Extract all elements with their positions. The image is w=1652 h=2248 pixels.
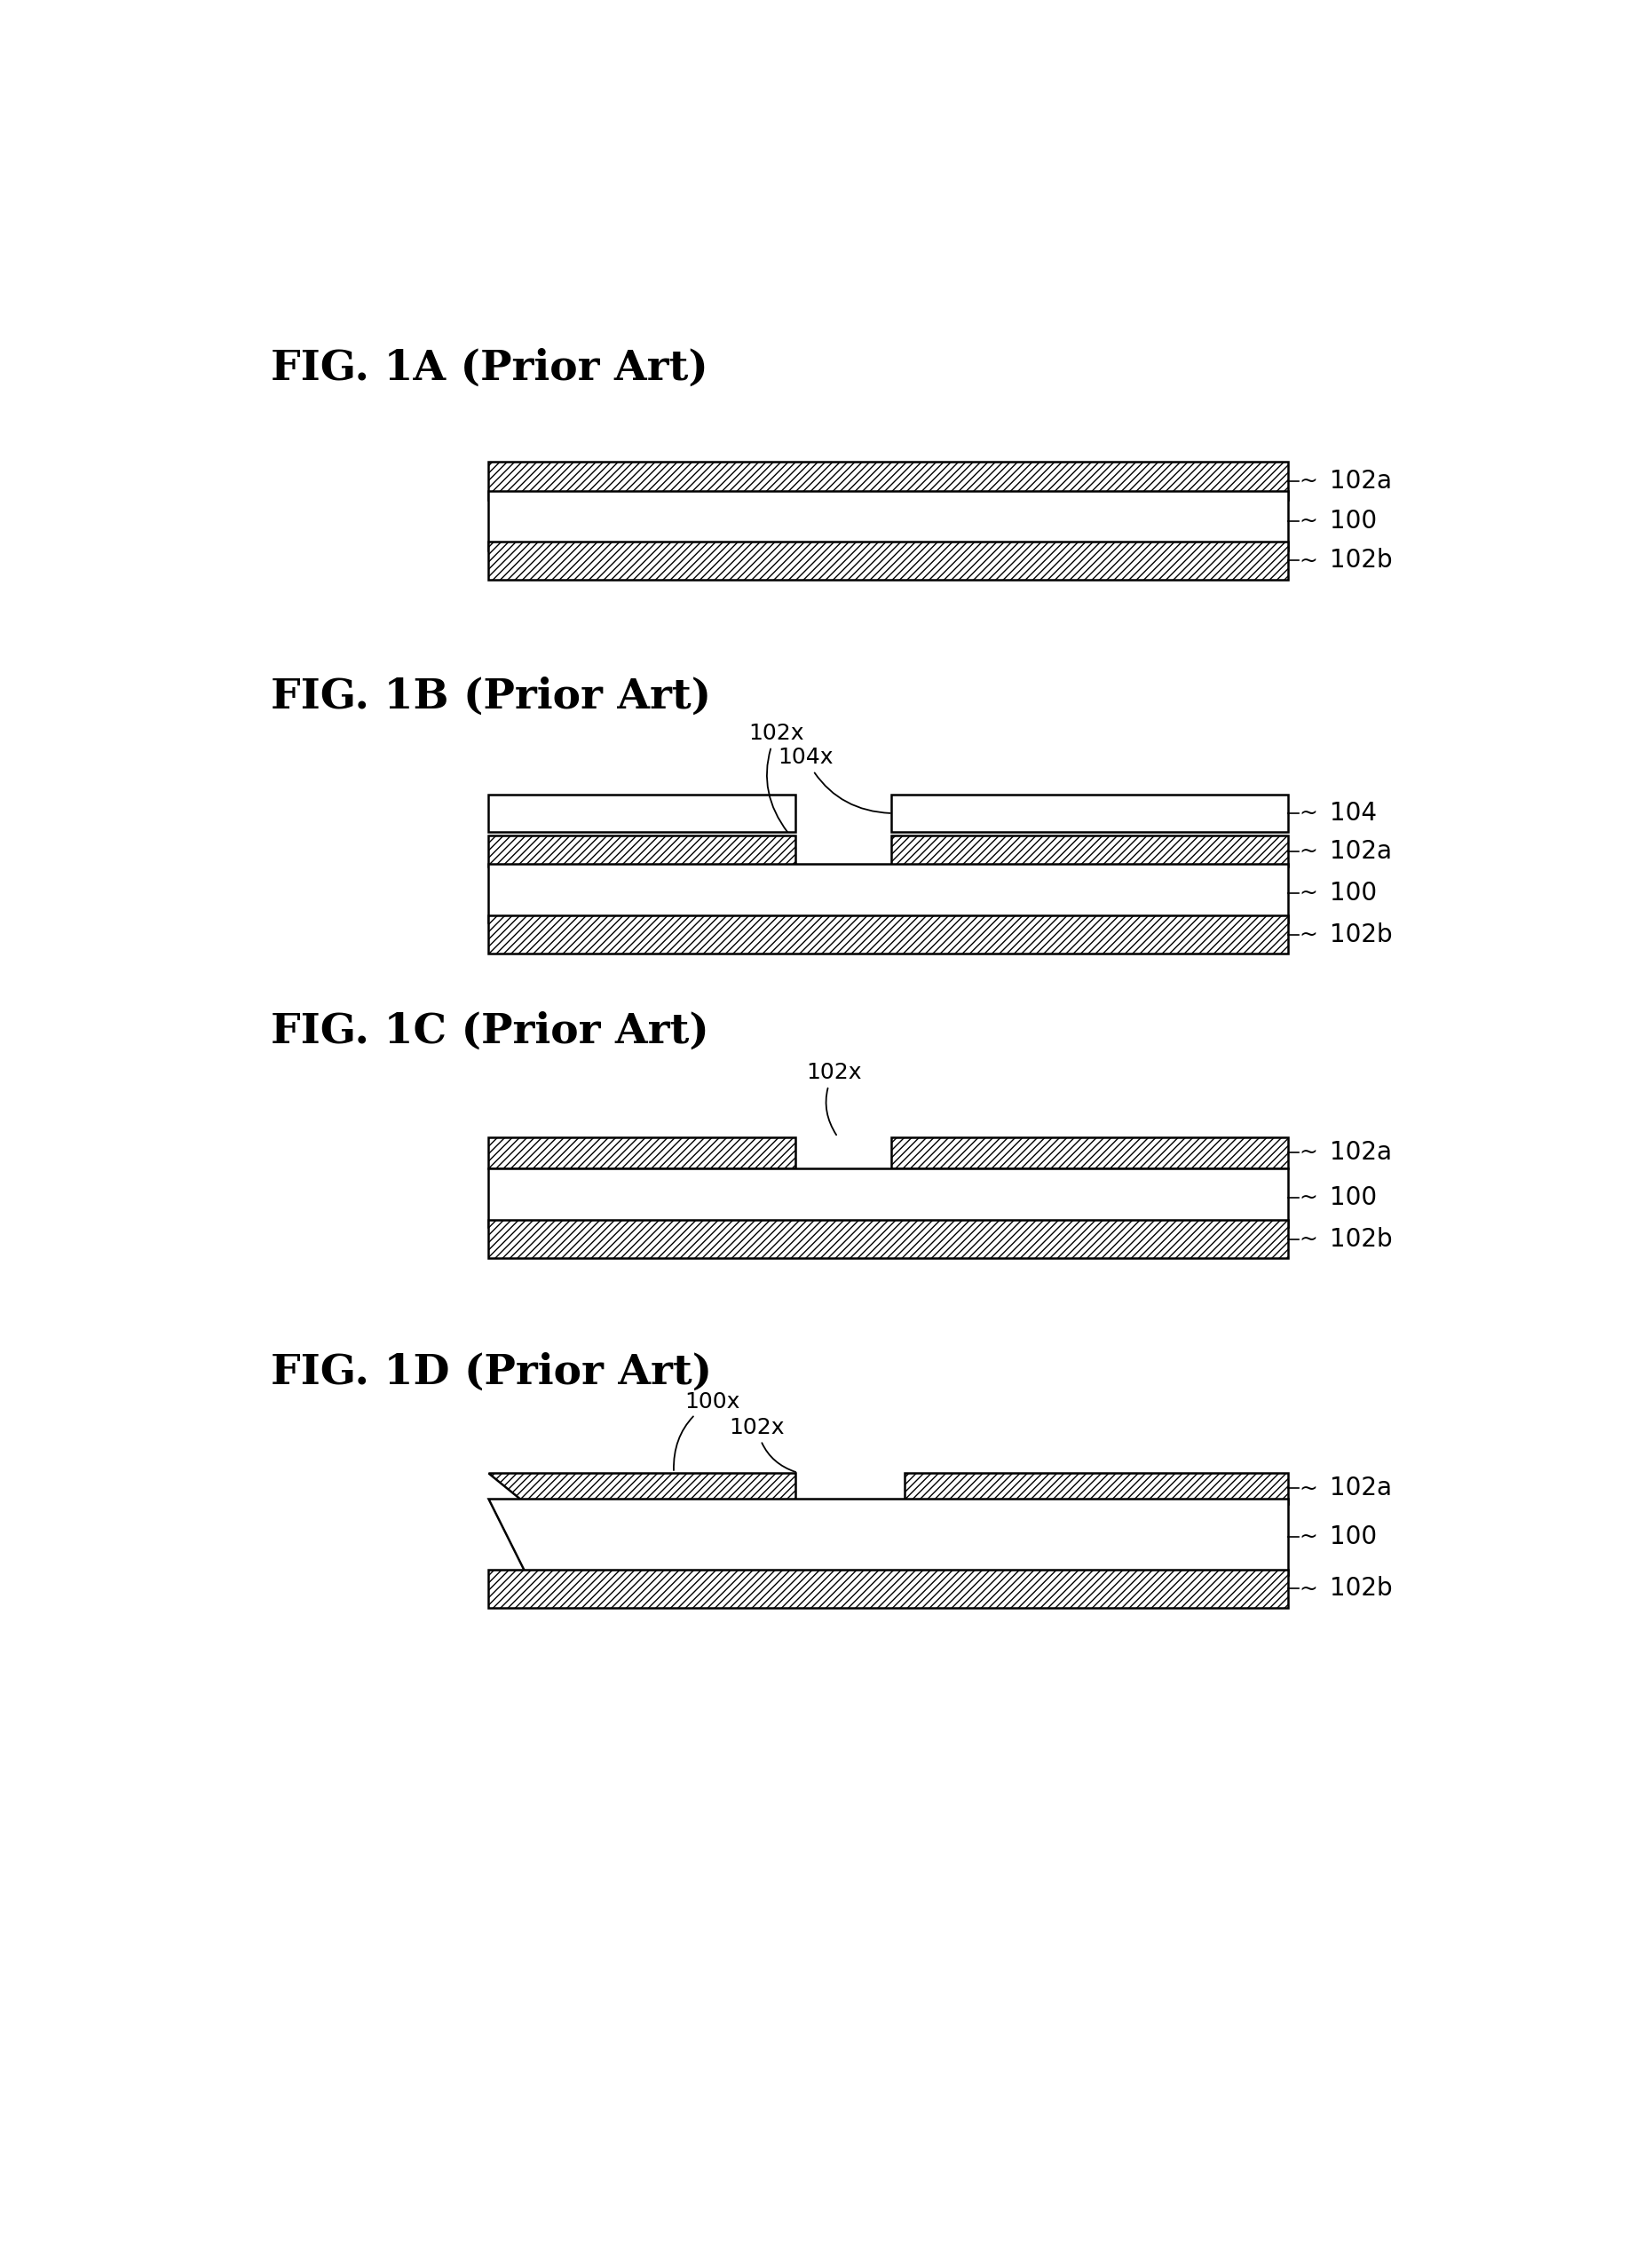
Text: ~: ~ (1298, 510, 1317, 531)
Text: 100: 100 (1330, 881, 1376, 906)
Text: 102a: 102a (1330, 839, 1391, 863)
Bar (892, 1137, 1289, 1169)
Text: FIG. 1B (Prior Art): FIG. 1B (Prior Art) (271, 677, 710, 717)
Bar (489, 492, 1289, 551)
Bar (489, 836, 796, 868)
Text: 102a: 102a (1330, 1140, 1391, 1164)
Text: ~: ~ (1298, 841, 1317, 861)
Text: ~: ~ (1298, 551, 1317, 571)
Text: ~: ~ (1298, 1526, 1317, 1547)
Text: 102a: 102a (1330, 1477, 1391, 1502)
Text: 102x: 102x (748, 724, 805, 832)
Bar (489, 915, 1289, 953)
Bar (489, 1569, 1289, 1607)
Text: 100: 100 (1330, 508, 1376, 533)
Text: ~: ~ (1298, 470, 1317, 492)
Bar (489, 461, 1289, 499)
Text: ~: ~ (1298, 1227, 1317, 1250)
Bar (892, 836, 1289, 868)
Bar (489, 863, 1289, 922)
Text: 102a: 102a (1330, 468, 1391, 492)
Text: FIG. 1A (Prior Art): FIG. 1A (Prior Art) (271, 348, 709, 389)
Text: ~: ~ (1298, 1187, 1317, 1207)
Text: 104x: 104x (778, 746, 890, 814)
Text: ~: ~ (1298, 924, 1317, 944)
Bar (489, 1137, 796, 1169)
Bar (489, 1221, 1289, 1259)
Text: 102b: 102b (1330, 1227, 1393, 1252)
Text: 100: 100 (1330, 1185, 1376, 1209)
Text: 100x: 100x (674, 1392, 740, 1470)
Text: 102x: 102x (806, 1061, 862, 1135)
Text: FIG. 1C (Prior Art): FIG. 1C (Prior Art) (271, 1012, 709, 1052)
Bar (892, 794, 1289, 832)
Text: ~: ~ (1298, 1578, 1317, 1598)
Text: 102b: 102b (1330, 922, 1393, 946)
Bar (489, 542, 1289, 580)
Bar (489, 1169, 1289, 1227)
Text: 102b: 102b (1330, 1576, 1393, 1601)
Polygon shape (489, 1499, 1289, 1576)
Polygon shape (489, 1472, 796, 1504)
Text: 102b: 102b (1330, 549, 1393, 573)
Text: ~: ~ (1298, 803, 1317, 825)
Bar (489, 794, 796, 832)
Text: 102x: 102x (729, 1416, 796, 1472)
Text: 104: 104 (1330, 800, 1376, 825)
Bar (904, 1472, 1289, 1504)
Text: ~: ~ (1298, 881, 1317, 904)
Text: FIG. 1D (Prior Art): FIG. 1D (Prior Art) (271, 1351, 712, 1392)
Text: ~: ~ (1298, 1142, 1317, 1162)
Text: 100: 100 (1330, 1524, 1376, 1549)
Text: ~: ~ (1298, 1477, 1317, 1499)
